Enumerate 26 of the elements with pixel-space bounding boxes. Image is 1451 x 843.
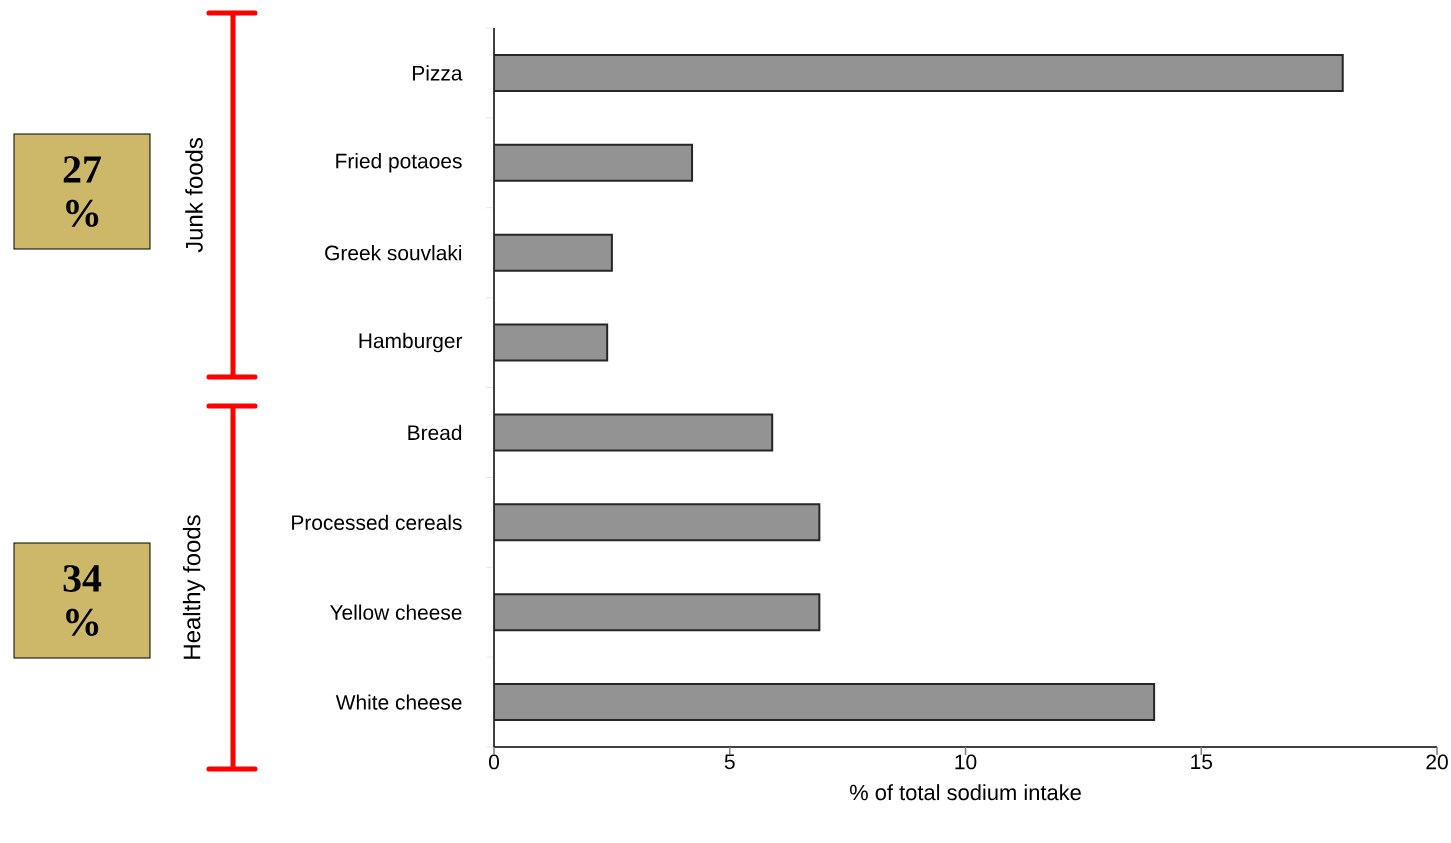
y-tick-label: Processed cereals xyxy=(292,514,462,530)
y-tick-label: Yellow cheese xyxy=(329,604,462,620)
bar xyxy=(494,233,613,272)
y-tick-label: Greek souvlaki xyxy=(325,245,462,261)
text: 27 % xyxy=(63,156,101,227)
bar xyxy=(494,503,821,542)
x-tick-label: 20 xyxy=(1426,754,1448,770)
y-tick-label: Hamburger xyxy=(359,332,463,353)
x-axis-title: % of total sodium intake xyxy=(849,784,1081,801)
text: 34 % xyxy=(63,565,102,636)
x-tick-label: 15 xyxy=(1191,754,1213,770)
bar xyxy=(494,413,774,452)
y-tick-label: White cheese xyxy=(335,694,462,710)
text: Healthy foods xyxy=(182,515,206,659)
y-tick-label: Pizza xyxy=(413,65,463,81)
text: Junk foods xyxy=(185,138,203,253)
bar xyxy=(494,683,1156,722)
bar xyxy=(494,53,1344,92)
bar xyxy=(494,143,694,182)
x-tick-label: 5 xyxy=(724,754,735,770)
bar xyxy=(494,593,821,632)
bar xyxy=(494,323,609,362)
y-tick-label: Fried potaoes xyxy=(336,153,462,173)
x-tick-label: 10 xyxy=(955,754,977,770)
y-tick-label: Bread xyxy=(408,424,462,441)
x-tick-label: 0 xyxy=(489,754,499,770)
